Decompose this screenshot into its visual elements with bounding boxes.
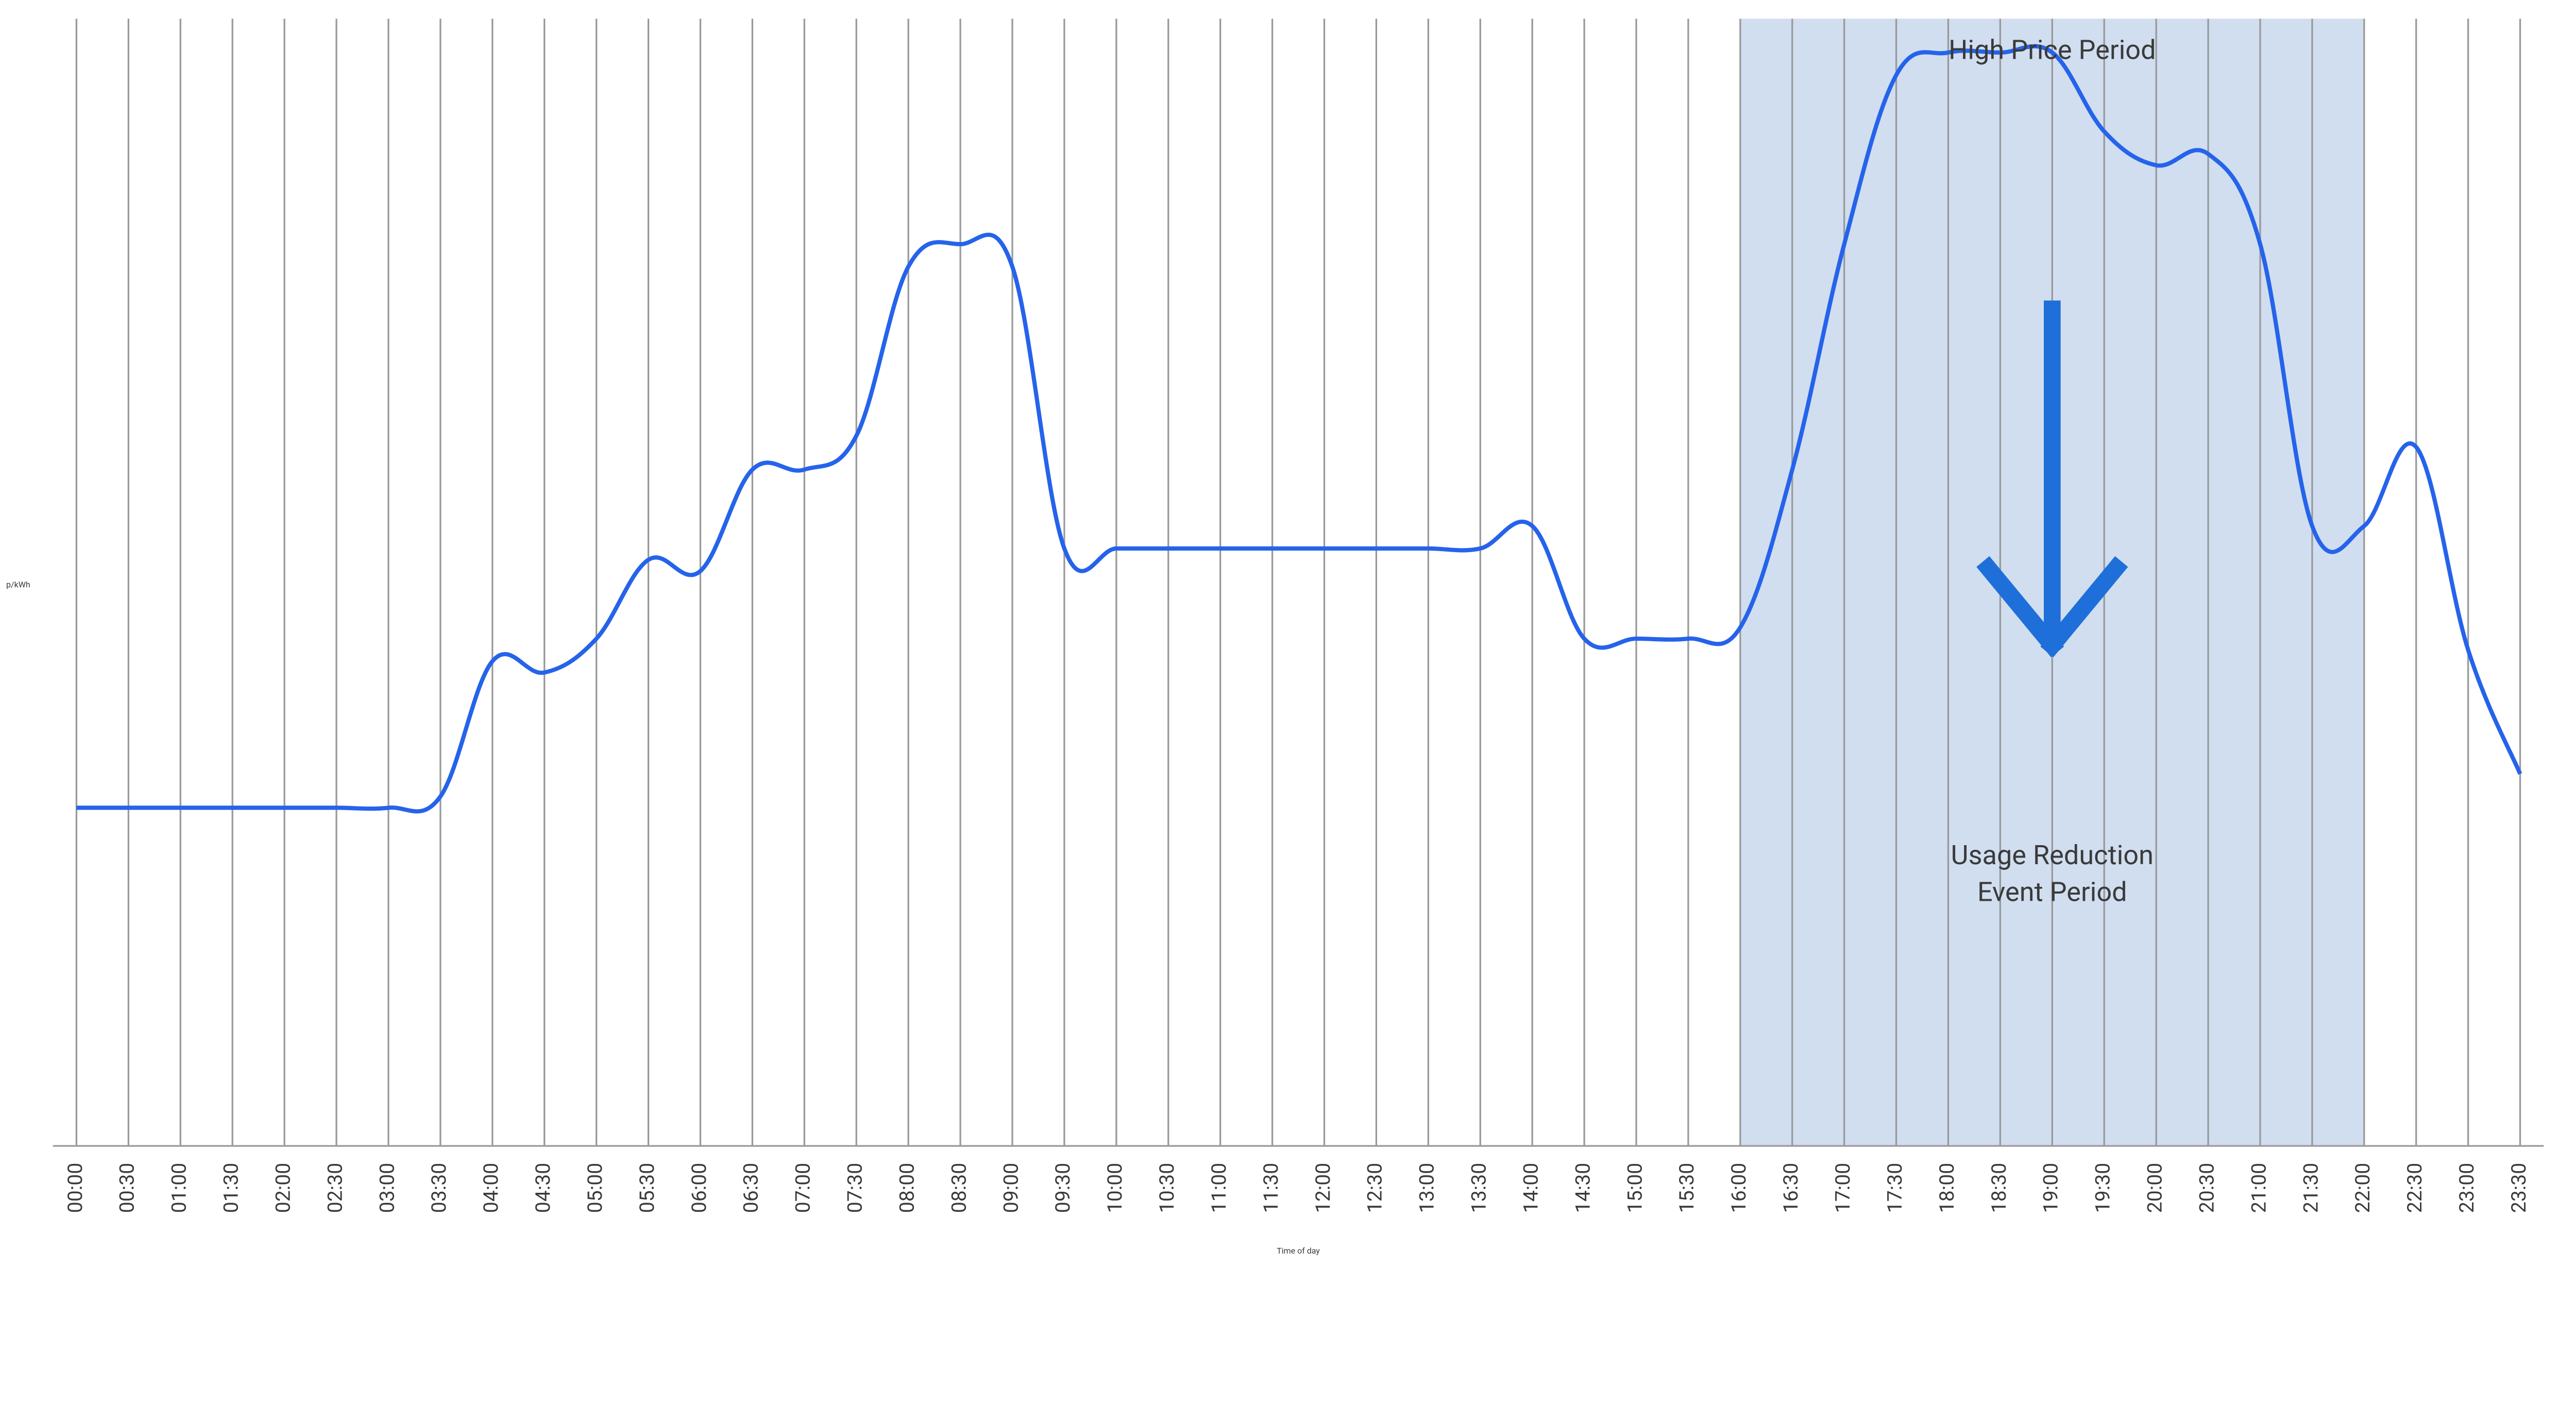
x-tick-label: 17:00 [1831,1163,1855,1213]
x-tick-label: 18:00 [1935,1163,1959,1213]
x-tick-label: 14:00 [1519,1163,1543,1213]
x-tick-label: 11:30 [1259,1163,1283,1213]
x-tick-label: 03:30 [427,1163,451,1213]
y-axis-label: p/kWh [6,580,30,590]
x-tick-label: 21:30 [2299,1163,2323,1213]
x-tick-label: 20:00 [2143,1163,2167,1213]
x-tick-label: 14:30 [1571,1163,1595,1213]
x-tick-label: 21:00 [2247,1163,2270,1213]
x-tick-label: 02:30 [323,1163,347,1213]
x-tick-label: 07:30 [843,1163,867,1213]
chart-svg: 00:00 00:30 01:00 01:30 02:00 02:30 03:00 03:30… [36,10,2561,1239]
x-tick-label: 09:00 [999,1163,1023,1213]
event-period-label-line1: Usage Reduction [1951,839,2154,871]
x-tick-label: 13:30 [1467,1163,1491,1213]
x-tick-label: 17:30 [1883,1163,1907,1213]
x-tick-label: 23:30 [2507,1163,2531,1213]
x-tick-label: 03:00 [375,1163,399,1213]
event-period-label-line2: Event Period [1977,877,2127,908]
x-tick-label: 19:00 [2039,1163,2063,1213]
x-tick-label: 11:00 [1207,1163,1231,1213]
x-tick-label: 08:30 [947,1163,971,1213]
x-tick-label: 05:30 [635,1163,659,1213]
x-tick-label: 06:00 [687,1163,711,1213]
x-tick-label: 12:30 [1363,1163,1387,1213]
x-tick-label: 15:00 [1623,1163,1647,1213]
x-tick-label: 01:00 [167,1163,191,1213]
x-tick-label: 06:30 [739,1163,763,1213]
high-price-label: High Price Period [1948,35,2156,66]
x-tick-label: 01:30 [219,1163,243,1213]
x-tick-label: 02:00 [271,1163,295,1213]
x-tick-label: 16:00 [1727,1163,1751,1213]
x-tick-label: 10:00 [1103,1163,1127,1213]
x-tick-label: 00:00 [63,1163,87,1213]
x-tick-label: 10:30 [1155,1163,1179,1213]
x-tick-label: 23:00 [2455,1163,2479,1213]
x-tick-label: 13:00 [1415,1163,1439,1213]
x-tick-label: 07:00 [791,1163,815,1213]
x-tick-label: 22:30 [2403,1163,2427,1213]
x-tick-label: 15:30 [1675,1163,1699,1213]
x-tick-label: 22:00 [2351,1163,2375,1213]
price-chart: p/kWh 00:00 00:30 01:00 01:30 02:00 02:30 03:0… [0,0,2576,1271]
x-tick-label: 09:30 [1051,1163,1075,1213]
x-tick-label: 04:00 [479,1163,503,1213]
x-tick-label: 12:00 [1311,1163,1335,1213]
x-tick-label: 08:00 [895,1163,919,1213]
x-tick-label: 18:30 [1987,1163,2011,1213]
x-tick-label: 19:30 [2091,1163,2115,1213]
x-tick-label: 00:30 [115,1163,139,1213]
x-tick-label: 20:30 [2195,1163,2218,1213]
x-tick-label: 16:30 [1779,1163,1803,1213]
x-tick-label: 05:00 [583,1163,607,1213]
x-tick-label: 04:30 [531,1163,555,1213]
x-axis-label: Time of day [36,1246,2561,1256]
